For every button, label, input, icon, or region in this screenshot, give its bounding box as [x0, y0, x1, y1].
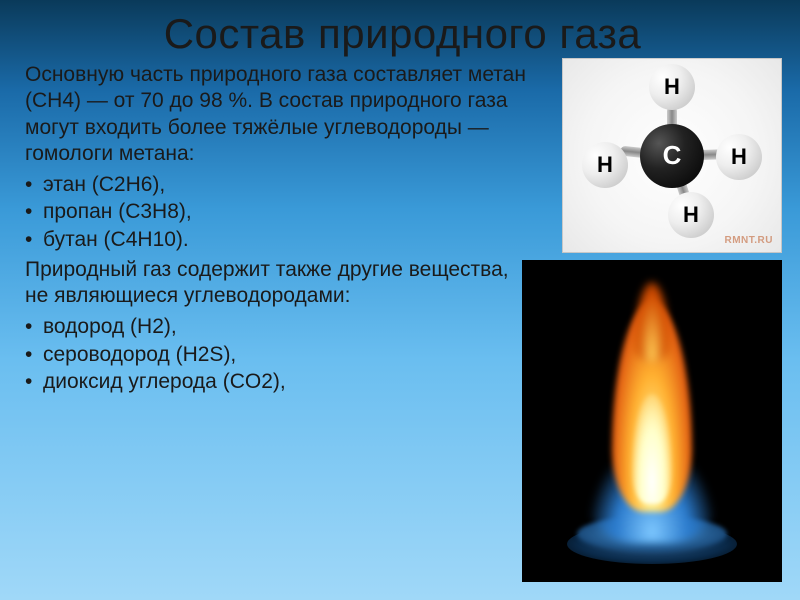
slide: Состав природного газа Основную часть пр…	[0, 0, 800, 600]
flame-tip-icon	[635, 282, 670, 362]
hydrogen-atom: H	[668, 192, 714, 238]
hydrogen-atom: H	[582, 142, 628, 188]
methane-molecule-image: C H H H H RMNT.RU	[562, 58, 782, 253]
page-title: Состав природного газа	[25, 10, 780, 58]
carbon-atom: C	[640, 124, 704, 188]
hydrogen-atom: H	[716, 134, 762, 180]
other-intro-text: Природный газ содержит также другие веще…	[25, 257, 535, 310]
watermark-text: RMNT.RU	[725, 235, 774, 246]
hydrogen-atom: H	[649, 64, 695, 110]
gas-flame-image	[522, 260, 782, 582]
intro-text: Основную часть природного газа составляе…	[25, 62, 555, 167]
